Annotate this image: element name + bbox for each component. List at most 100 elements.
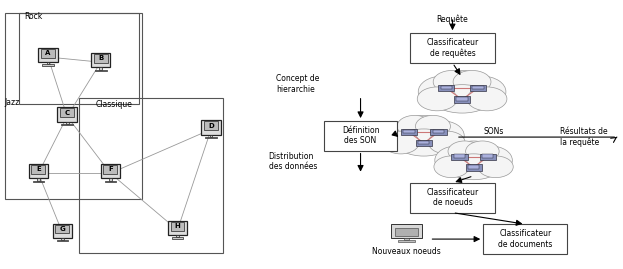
Text: Requête: Requête	[437, 15, 468, 24]
FancyBboxPatch shape	[430, 129, 447, 136]
FancyBboxPatch shape	[101, 164, 120, 178]
FancyBboxPatch shape	[168, 221, 187, 235]
Ellipse shape	[429, 131, 465, 154]
FancyBboxPatch shape	[416, 140, 432, 146]
FancyBboxPatch shape	[53, 224, 72, 238]
Ellipse shape	[433, 70, 471, 93]
FancyBboxPatch shape	[433, 130, 444, 133]
Text: Nouveaux noeuds: Nouveaux noeuds	[372, 247, 441, 256]
Ellipse shape	[478, 156, 513, 178]
FancyBboxPatch shape	[472, 86, 483, 89]
FancyBboxPatch shape	[465, 164, 482, 171]
Text: F: F	[108, 167, 113, 172]
Ellipse shape	[458, 76, 506, 107]
FancyBboxPatch shape	[47, 62, 49, 64]
FancyBboxPatch shape	[404, 130, 415, 133]
FancyBboxPatch shape	[438, 85, 454, 91]
FancyBboxPatch shape	[66, 122, 69, 124]
FancyBboxPatch shape	[95, 69, 107, 71]
Text: Jazz: Jazz	[5, 98, 20, 107]
Ellipse shape	[396, 129, 451, 156]
FancyBboxPatch shape	[171, 222, 184, 231]
FancyBboxPatch shape	[397, 240, 416, 242]
FancyBboxPatch shape	[42, 64, 54, 66]
Ellipse shape	[432, 85, 492, 113]
FancyBboxPatch shape	[418, 140, 429, 144]
Ellipse shape	[420, 121, 464, 151]
FancyBboxPatch shape	[391, 224, 422, 238]
Text: C: C	[65, 110, 70, 116]
FancyBboxPatch shape	[324, 121, 397, 151]
FancyBboxPatch shape	[204, 121, 218, 130]
FancyBboxPatch shape	[103, 165, 117, 174]
FancyBboxPatch shape	[470, 85, 486, 91]
FancyBboxPatch shape	[454, 154, 465, 158]
FancyBboxPatch shape	[468, 165, 479, 169]
Ellipse shape	[465, 141, 499, 162]
FancyBboxPatch shape	[29, 164, 48, 178]
FancyBboxPatch shape	[94, 54, 108, 63]
Ellipse shape	[453, 70, 491, 93]
FancyBboxPatch shape	[452, 154, 467, 160]
FancyBboxPatch shape	[201, 121, 221, 134]
FancyBboxPatch shape	[411, 33, 495, 63]
FancyBboxPatch shape	[205, 137, 217, 138]
Ellipse shape	[397, 115, 432, 137]
FancyBboxPatch shape	[172, 237, 183, 239]
FancyBboxPatch shape	[105, 180, 116, 182]
Text: Classificateur
de requêtes: Classificateur de requêtes	[426, 38, 478, 58]
Text: Résultats de
la requête: Résultats de la requête	[560, 127, 607, 147]
Ellipse shape	[448, 141, 482, 162]
Ellipse shape	[447, 154, 500, 180]
Text: Classique: Classique	[96, 100, 133, 109]
FancyBboxPatch shape	[401, 129, 417, 136]
Ellipse shape	[435, 146, 477, 175]
FancyBboxPatch shape	[100, 67, 102, 69]
Text: SONs: SONs	[483, 128, 503, 136]
Ellipse shape	[435, 70, 490, 107]
Ellipse shape	[399, 115, 449, 151]
FancyBboxPatch shape	[61, 124, 73, 125]
FancyBboxPatch shape	[109, 178, 112, 180]
Text: D: D	[208, 123, 214, 129]
Text: Distribution
des données: Distribution des données	[269, 152, 317, 171]
Ellipse shape	[416, 115, 450, 137]
FancyBboxPatch shape	[396, 228, 417, 236]
FancyBboxPatch shape	[55, 225, 69, 233]
FancyBboxPatch shape	[32, 180, 44, 182]
Ellipse shape	[467, 87, 507, 111]
FancyBboxPatch shape	[404, 238, 409, 240]
Ellipse shape	[417, 87, 457, 111]
FancyBboxPatch shape	[411, 183, 495, 213]
Text: E: E	[36, 167, 40, 172]
FancyBboxPatch shape	[91, 53, 110, 67]
FancyBboxPatch shape	[61, 238, 64, 240]
FancyBboxPatch shape	[60, 108, 74, 117]
Text: Classificateur
de documents: Classificateur de documents	[498, 229, 553, 249]
FancyBboxPatch shape	[57, 240, 68, 241]
Text: A: A	[45, 50, 50, 56]
FancyBboxPatch shape	[440, 86, 452, 89]
Ellipse shape	[449, 141, 498, 175]
Text: H: H	[174, 223, 181, 229]
FancyBboxPatch shape	[176, 235, 179, 237]
Text: B: B	[98, 55, 103, 61]
Ellipse shape	[383, 121, 427, 151]
FancyBboxPatch shape	[482, 154, 493, 158]
Ellipse shape	[418, 76, 466, 107]
Text: Rock: Rock	[24, 12, 42, 21]
Text: Classificateur
de noeuds: Classificateur de noeuds	[426, 188, 478, 207]
FancyBboxPatch shape	[37, 178, 40, 180]
Text: Définition
des SON: Définition des SON	[342, 126, 379, 146]
FancyBboxPatch shape	[480, 154, 496, 160]
Ellipse shape	[383, 131, 419, 154]
Ellipse shape	[470, 146, 512, 175]
FancyBboxPatch shape	[41, 49, 55, 58]
FancyBboxPatch shape	[57, 108, 77, 122]
FancyBboxPatch shape	[38, 48, 58, 62]
Text: G: G	[59, 226, 65, 232]
FancyBboxPatch shape	[454, 96, 470, 103]
FancyBboxPatch shape	[210, 134, 212, 137]
FancyBboxPatch shape	[31, 165, 45, 174]
Ellipse shape	[434, 156, 469, 178]
